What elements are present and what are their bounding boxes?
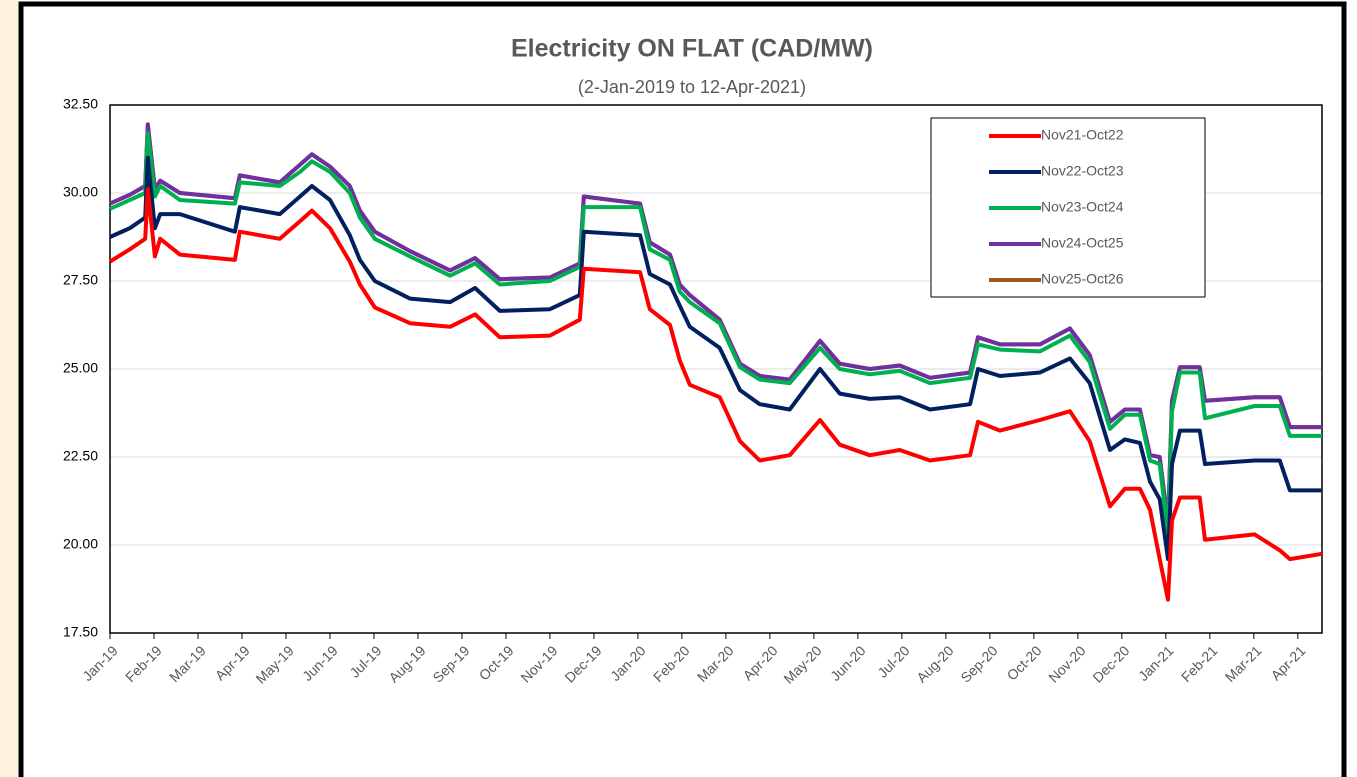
chart-title: Electricity ON FLAT (CAD/MW) bbox=[511, 35, 873, 63]
legend-label: Nov22-Oct23 bbox=[1041, 163, 1124, 179]
legend-label: Nov21-Oct22 bbox=[1041, 127, 1124, 143]
y-tick-label: 17.50 bbox=[63, 624, 98, 640]
plot-border bbox=[109, 104, 1323, 634]
chart-subtitle: (2-Jan-2019 to 12-Apr-2021) bbox=[578, 77, 806, 97]
y-tick-label: 27.50 bbox=[63, 272, 98, 288]
series-line bbox=[109, 155, 1322, 562]
legend-label: Nov23-Oct24 bbox=[1041, 199, 1124, 215]
side-strip bbox=[0, 0, 18, 777]
y-tick-label: 32.50 bbox=[63, 96, 98, 112]
y-tick-label: 22.50 bbox=[63, 448, 98, 464]
legend-label: Nov25-Oct26 bbox=[1041, 271, 1124, 287]
y-tick-label: 20.00 bbox=[63, 536, 98, 552]
y-tick-label: 25.00 bbox=[63, 360, 98, 376]
legend-label: Nov24-Oct25 bbox=[1041, 235, 1124, 251]
legend-box bbox=[930, 117, 1206, 298]
y-tick-label: 30.00 bbox=[63, 184, 98, 200]
series-line bbox=[108, 187, 1323, 602]
series-line bbox=[109, 122, 1322, 526]
series-line bbox=[109, 131, 1322, 537]
